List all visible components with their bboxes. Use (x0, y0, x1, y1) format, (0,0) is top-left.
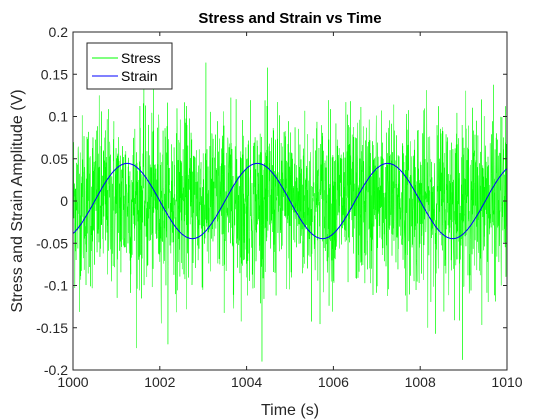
y-tick-label: 0.15 (41, 66, 68, 82)
legend-box (86, 42, 173, 90)
y-axis-label: Stress and Strain Amplitude (V) (9, 89, 26, 312)
strain-series (72, 162, 508, 240)
y-tick-label: 0 (60, 193, 68, 209)
y-tick-label: 0.05 (41, 151, 68, 167)
y-tick-label: 0.1 (49, 109, 69, 125)
y-tick-label: -0.05 (36, 235, 68, 251)
legend-label-strain: Strain (121, 68, 158, 84)
legend: Stress Strain (86, 42, 173, 90)
x-tick-label: 1000 (57, 374, 88, 390)
strain-line (72, 162, 508, 240)
x-tick-label: 1004 (231, 374, 262, 390)
x-tick-label: 1006 (318, 374, 349, 390)
y-tick-label: -0.1 (44, 278, 68, 294)
x-tick-label: 1002 (144, 374, 175, 390)
stress-line (72, 62, 508, 362)
y-axis: -0.2 -0.15 -0.1 -0.05 0 0.05 0.1 0.15 0.2 (36, 24, 507, 378)
chart-title: Stress and Strain vs Time (198, 10, 381, 27)
y-tick-label: -0.15 (36, 320, 68, 336)
x-axis: 1000 1002 1004 1006 1008 1010 (57, 32, 523, 390)
x-tick-label: 1010 (491, 374, 522, 390)
y-tick-label: -0.2 (44, 362, 68, 378)
x-tick-label: 1008 (405, 374, 436, 390)
x-axis-label: Time (s) (261, 402, 319, 419)
legend-label-stress: Stress (121, 50, 161, 66)
stress-series (72, 62, 508, 362)
y-tick-label: 0.2 (49, 24, 69, 40)
